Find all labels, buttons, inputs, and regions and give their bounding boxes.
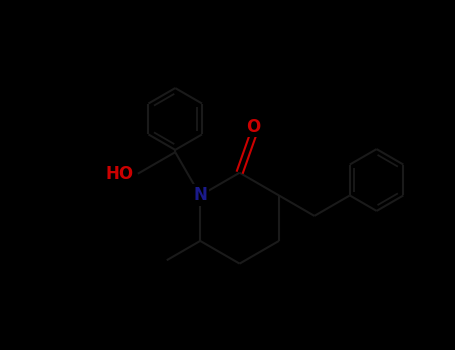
Text: O: O (246, 118, 260, 136)
Text: N: N (193, 187, 207, 204)
Text: HO: HO (105, 165, 133, 183)
